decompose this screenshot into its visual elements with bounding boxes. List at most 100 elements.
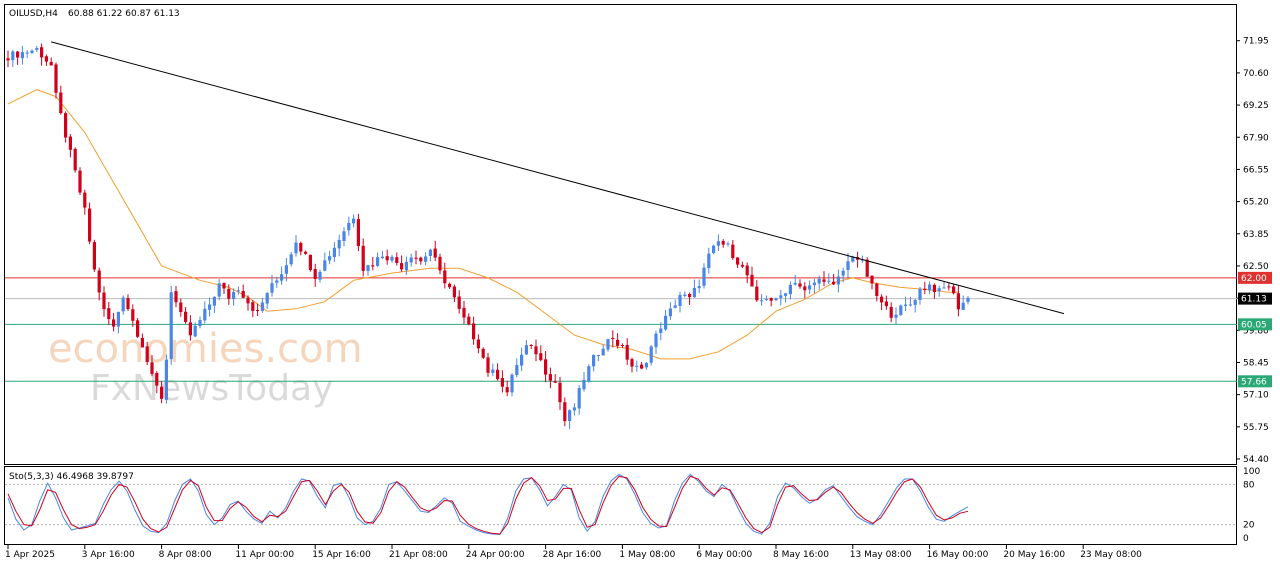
time-tick-label: 11 Apr 00:00 xyxy=(235,550,294,560)
candle-body xyxy=(572,407,576,411)
candle-body xyxy=(716,241,720,246)
candle-body xyxy=(884,301,888,307)
candle-body xyxy=(289,254,293,265)
candle-body xyxy=(774,298,778,301)
candle-body xyxy=(433,248,437,258)
candle-body xyxy=(193,325,197,337)
candle-body xyxy=(30,50,34,54)
candle-body xyxy=(164,359,168,400)
candle-body xyxy=(136,320,140,337)
candle-body xyxy=(145,346,149,362)
candle-body xyxy=(395,257,399,263)
candle-body xyxy=(59,92,63,114)
candle-body xyxy=(500,378,504,387)
time-tick-label: 24 Apr 00:00 xyxy=(466,550,525,560)
candle-body xyxy=(284,265,288,274)
stoch-tick-label: 20 xyxy=(1243,521,1255,531)
trendline-line xyxy=(51,41,1065,315)
candle-body xyxy=(520,354,524,366)
candle-body xyxy=(899,305,903,315)
candle-body xyxy=(865,259,869,277)
trendline xyxy=(51,41,1065,315)
candle-body xyxy=(404,261,408,271)
candle-body xyxy=(860,259,864,261)
candle-body xyxy=(505,387,509,393)
candle-body xyxy=(817,278,821,284)
candle-body xyxy=(808,285,812,290)
candle-body xyxy=(198,319,202,327)
candle-body xyxy=(908,304,912,306)
candle-body xyxy=(894,314,898,318)
candle-body xyxy=(798,283,802,287)
level-tag-bg-1 xyxy=(1238,292,1272,305)
candle-body xyxy=(832,281,836,285)
candle-body xyxy=(875,283,879,297)
candle-body xyxy=(851,256,855,262)
candle-body xyxy=(361,245,365,271)
candle-body xyxy=(745,265,749,276)
stoch-main-line xyxy=(7,473,969,536)
time-tick-label: 28 Apr 16:00 xyxy=(543,550,602,560)
candle-body xyxy=(568,410,572,422)
level-tag-bg-3 xyxy=(1238,375,1272,388)
candle-body xyxy=(640,364,644,369)
candle-body xyxy=(294,242,298,254)
candle-body xyxy=(688,294,692,298)
candle-body xyxy=(601,348,605,356)
candle-body xyxy=(68,136,72,150)
candle-body xyxy=(107,308,111,320)
candle-body xyxy=(102,292,106,310)
price-tick-label: 58.45 xyxy=(1243,358,1269,368)
candle-body xyxy=(184,311,188,323)
candle-body xyxy=(664,315,668,330)
candle-body xyxy=(35,48,39,50)
candle-body xyxy=(126,298,130,310)
candle-body xyxy=(92,242,96,270)
candle-body xyxy=(54,64,58,93)
candle-body xyxy=(112,319,116,327)
candle-body xyxy=(318,271,322,280)
candle-body xyxy=(923,288,927,291)
time-tick-label: 3 Apr 16:00 xyxy=(82,550,135,560)
candle-body xyxy=(952,286,956,294)
candle-body xyxy=(414,257,418,259)
candle-body xyxy=(481,348,485,358)
stoch-tick-label: 100 xyxy=(1243,467,1260,477)
time-tick-label: 1 May 08:00 xyxy=(619,550,675,560)
candle-body xyxy=(328,256,332,261)
candle-body xyxy=(174,291,178,303)
candle-body xyxy=(966,297,970,302)
stochastic-title: Sto(5,3,3) 46.4968 39.8797 xyxy=(9,472,134,482)
candle-body xyxy=(88,208,92,242)
candle-body xyxy=(260,302,264,311)
candle-body xyxy=(510,374,514,393)
candle-body xyxy=(793,282,797,285)
candle-body xyxy=(337,239,341,249)
candle-body xyxy=(342,231,346,242)
price-tick-label: 55.75 xyxy=(1243,423,1269,433)
candle-body xyxy=(659,328,663,333)
stoch-tick-label: 0 xyxy=(1243,534,1249,544)
candle-body xyxy=(928,284,932,291)
candle-body xyxy=(78,170,82,193)
candle-body xyxy=(803,286,807,291)
candle-body xyxy=(188,322,192,336)
candle-body xyxy=(448,283,452,288)
candle-body xyxy=(212,296,216,306)
candle-body xyxy=(409,257,413,263)
candle-body xyxy=(697,286,701,289)
time-tick-label: 21 Apr 08:00 xyxy=(389,550,448,560)
candle-body xyxy=(467,316,471,325)
candle-body xyxy=(760,300,764,302)
candle-body xyxy=(486,357,490,373)
candle-body xyxy=(812,282,816,286)
price-tick-label: 69.25 xyxy=(1243,101,1269,111)
chart-ohlc: 60.88 61.22 60.87 61.13 xyxy=(68,9,180,19)
candle-body xyxy=(452,286,456,298)
candle-body xyxy=(275,280,279,283)
candle-body xyxy=(947,286,951,288)
candle-body xyxy=(880,296,884,303)
candle-body xyxy=(678,295,682,306)
